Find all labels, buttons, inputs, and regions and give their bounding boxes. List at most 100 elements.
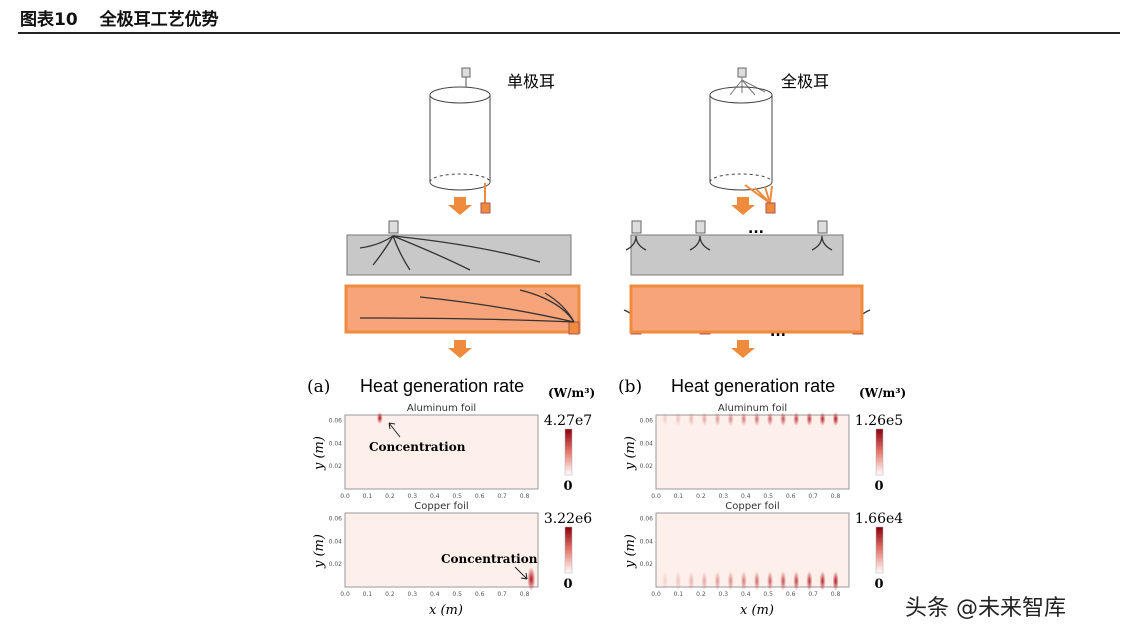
colorbar [564,526,573,574]
arrow-down-icon [448,197,472,215]
hotspot [727,412,734,426]
hotspot [701,412,708,426]
hotspot [675,571,682,591]
plot-title: Aluminum foil [718,403,787,414]
panel-tag: (b) [618,377,642,397]
x-tick-label: 0.6 [786,493,796,500]
x-tick-label: 0.5 [452,493,462,500]
hotspot [767,571,774,591]
cylinder-top [709,86,773,104]
current-path [811,235,833,251]
x-tick-label: 0.7 [808,591,818,598]
colorbar-max: 1.26e5 [855,413,903,429]
hotspot [753,571,760,591]
hotspot [701,571,708,591]
x-tick-label: 0.3 [719,493,729,500]
single-tab-diagram: 单极耳 [344,67,581,358]
y-axis-label: y (m) [312,436,327,471]
annotation-label: Concentration [369,440,466,454]
cylinder-top [429,86,491,104]
ellipsis: ... [770,324,786,340]
x-tick-label: 0.1 [363,591,373,598]
heatmap-area [344,512,539,588]
y-tick-label: 0.02 [640,463,654,470]
y-axis-label: y (m) [623,534,638,569]
annotation-arrow [514,566,528,580]
x-tick-label: 0.1 [363,493,373,500]
hotspot [767,412,774,426]
positive-tab [695,220,706,234]
annotation-label: Concentration [441,552,538,566]
annotation-arrow [388,422,401,438]
x-tick-label: 0.7 [497,591,507,598]
x-tick-label: 0.1 [674,591,684,598]
hotspot [740,571,747,591]
hotspot [819,412,826,426]
y-tick-label: 0.04 [329,440,343,447]
hotspot [753,412,760,426]
x-tick-label: 0.2 [696,591,706,598]
heatmap-panel-1: (b) Heat generation rate (W/m³) Aluminum fo… [618,376,906,618]
y-tick-label: 0.06 [329,516,343,523]
hotspot [806,571,813,591]
x-tick-label: 0.3 [719,591,729,598]
hotspot [832,571,839,591]
hotspot [727,571,734,591]
hotspot [688,571,695,591]
x-tick-label: 0.5 [452,591,462,598]
positive-tab [631,220,642,234]
current-path [689,235,711,251]
x-tick-label: 0.4 [430,591,440,598]
header-rule [18,32,1120,34]
hotspot [793,412,800,426]
colorbar [875,428,884,476]
unit-label: (W/m³) [859,386,906,400]
single-tab-label: 单极耳 [507,72,555,91]
colorbar-max: 1.66e4 [855,511,903,527]
hotspot [832,412,839,426]
x-tick-label: 0.0 [340,591,350,598]
hotspot [714,571,721,591]
ellipsis: ... [748,221,764,237]
x-tick-label: 0.5 [763,591,773,598]
x-tick-label: 0.4 [741,591,751,598]
x-tick-label: 0.3 [408,591,418,598]
heatmap-area [655,414,850,490]
cathode-sheet [630,234,844,276]
arrow-down-icon [731,197,755,215]
plot-title: Copper foil [414,501,468,512]
plot-title: Aluminum foil [407,403,476,414]
panel-title: Heat generation rate [360,376,524,396]
figure-title: 全极耳工艺优势 [99,10,219,30]
colorbar-min: 0 [563,479,572,494]
full-tab-diagram: 全极耳 ... ... [623,67,871,358]
x-tick-label: 0.6 [475,493,485,500]
y-tick-label: 0.02 [329,463,343,470]
x-tick-label: 0.8 [520,493,530,500]
x-tick-label: 0.0 [340,493,350,500]
heatmap-area [344,414,539,490]
panel-tag: (a) [307,377,330,397]
current-path [625,235,647,251]
hotspot [661,571,668,591]
heatmap-area [655,512,850,588]
y-tick-label: 0.02 [329,561,343,568]
colorbar-min: 0 [874,479,883,494]
y-axis-label: y (m) [623,436,638,471]
hotspot [376,412,383,424]
y-tick-label: 0.02 [640,561,654,568]
panel-title: Heat generation rate [671,376,835,396]
x-tick-label: 0.8 [831,591,841,598]
arrow-down-icon [731,340,755,358]
watermark: 头条 @未来智库 [905,596,1066,621]
x-tick-label: 0.7 [497,493,507,500]
anode-sheet [344,284,581,334]
x-tick-label: 0.7 [808,493,818,500]
positive-tab [817,220,828,234]
x-axis-label: x (m) [740,603,774,618]
hotspot [714,412,721,426]
y-tick-label: 0.04 [640,538,654,545]
y-tick-label: 0.06 [329,418,343,425]
full-tab-label: 全极耳 [781,72,829,91]
